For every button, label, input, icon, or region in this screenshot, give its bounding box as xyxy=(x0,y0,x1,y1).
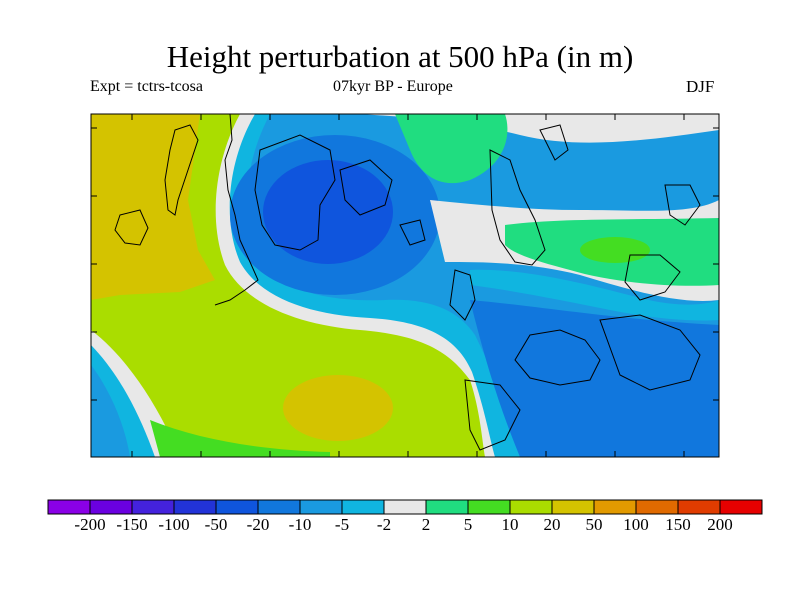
colorbar-swatch xyxy=(299,499,343,515)
colorbar-tick-label: 200 xyxy=(707,515,733,534)
colorbar-swatch xyxy=(383,499,427,515)
colorbar-tick-label: -2 xyxy=(376,515,392,534)
season-label: DJF xyxy=(686,77,715,96)
colorbar-swatch xyxy=(257,499,301,515)
colorbar-swatch xyxy=(215,499,259,515)
colorbar-tick-label: -200 xyxy=(74,515,106,534)
colorbar-tick-label: -10 xyxy=(288,515,312,534)
field-20-south xyxy=(283,375,393,441)
field-10-south xyxy=(150,420,330,457)
field-minus10-se xyxy=(470,300,719,457)
colorbar-tick-label: -150 xyxy=(116,515,148,534)
colorbar-tick-label: 100 xyxy=(623,515,649,534)
colorbar-swatch xyxy=(719,499,763,515)
map-frame xyxy=(90,113,720,458)
colorbar-tick-label: 5 xyxy=(463,515,473,534)
colorbar-swatch xyxy=(509,499,553,515)
colorbar-swatch xyxy=(131,499,175,515)
experiment-label: Expt = tctrs-tcosa xyxy=(90,78,203,95)
field-10-east xyxy=(580,237,650,263)
colorbar-tick-label: -50 xyxy=(204,515,228,534)
colorbar-swatch xyxy=(593,499,637,515)
colorbar-swatch xyxy=(341,499,385,515)
field-zero-north xyxy=(360,114,719,143)
colorbar-tick-label: 50 xyxy=(585,515,603,534)
colorbar-swatch xyxy=(677,499,721,515)
colorbar-swatch xyxy=(425,499,469,515)
colorbar-swatch xyxy=(47,499,91,515)
colorbar-tick-label: 20 xyxy=(543,515,561,534)
colorbar-swatch xyxy=(173,499,217,515)
field-minus2-east xyxy=(470,269,719,321)
coastlines xyxy=(114,114,701,451)
map-title: Height perturbation at 500 hPa (in m) xyxy=(166,39,634,74)
field-minus5-sw xyxy=(91,365,130,457)
height-field xyxy=(91,114,719,457)
colorbar xyxy=(47,499,763,515)
colorbar-swatch xyxy=(551,499,595,515)
colorbar-tick-label: -20 xyxy=(246,515,270,534)
field-5-north xyxy=(395,114,508,184)
period-region-label: 07kyr BP - Europe xyxy=(333,78,453,95)
colorbar-swatch xyxy=(89,499,133,515)
colorbar-swatch xyxy=(467,499,511,515)
colorbar-tick-label: 2 xyxy=(421,515,431,534)
colorbar-tick-label: -100 xyxy=(158,515,190,534)
axis-ticks xyxy=(91,114,719,457)
colorbar-swatch xyxy=(635,499,679,515)
colorbar-tick-label: 150 xyxy=(665,515,691,534)
colorbar-tick-label: -5 xyxy=(334,515,350,534)
field-20-nw xyxy=(91,114,215,300)
field-minus20-core xyxy=(263,160,393,264)
colorbar-tick-label: 10 xyxy=(501,515,519,534)
